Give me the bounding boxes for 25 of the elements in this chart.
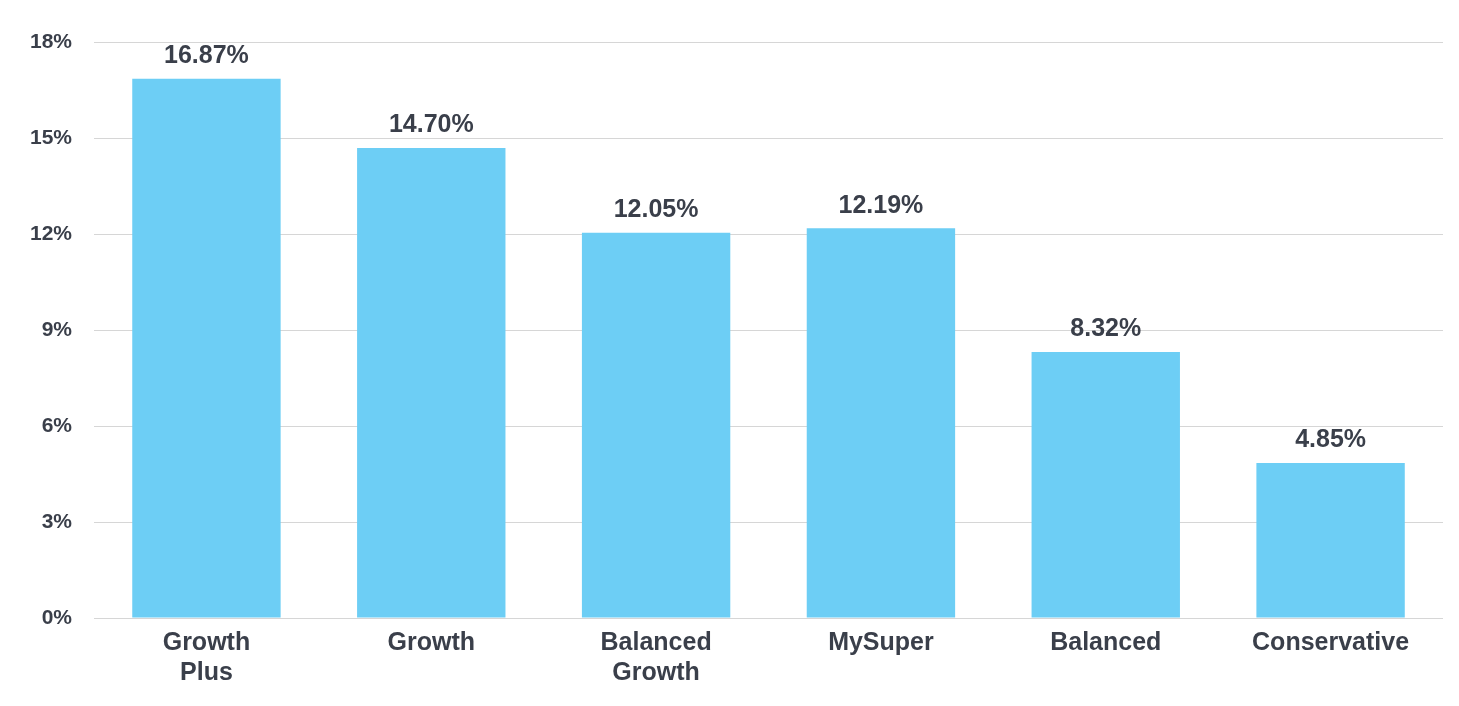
data-label: 12.05% [613, 194, 699, 223]
data-label: 14.70% [388, 109, 474, 138]
x-tick-label: Balanced Growth [600, 626, 712, 685]
y-tick-label: 9% [41, 317, 73, 341]
y-tick-label: 6% [41, 413, 73, 436]
x-tick-label: Conservative [1252, 626, 1410, 655]
bar [1031, 352, 1180, 618]
y-tick-label: 15% [30, 125, 73, 149]
bar [357, 148, 506, 618]
bar [1256, 462, 1405, 618]
x-tick-label: MySuper [828, 626, 934, 655]
x-tick-label: Growth [387, 626, 476, 655]
y-tick-label: 0% [41, 604, 73, 628]
bar [581, 232, 731, 618]
x-tick-label: Balanced [1050, 626, 1162, 655]
data-label: 12.19% [838, 189, 924, 218]
bar [132, 78, 281, 618]
data-label: 16.87% [164, 40, 249, 69]
y-tick-label: 18% [30, 29, 73, 53]
x-tick-label: Growth Plus [162, 626, 251, 685]
y-tick-label: 3% [41, 508, 73, 532]
data-label: 8.32% [1070, 313, 1142, 342]
bar [806, 228, 956, 618]
y-tick-label: 12% [30, 221, 73, 245]
data-label: 4.85% [1295, 424, 1367, 453]
